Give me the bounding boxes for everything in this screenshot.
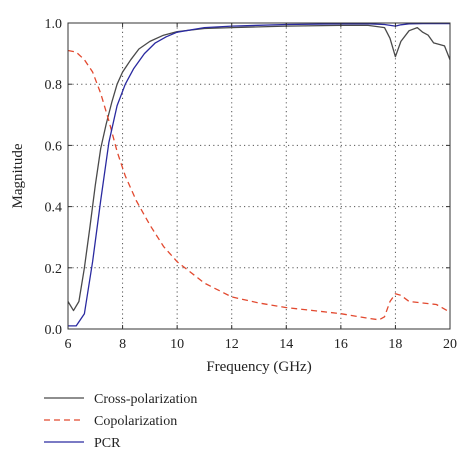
y-tick-label: 0.2 bbox=[45, 262, 63, 277]
series-line-pcr bbox=[68, 22, 450, 327]
legend-label: PCR bbox=[94, 436, 121, 451]
series-layer bbox=[67, 22, 451, 327]
x-tick-label: 20 bbox=[443, 337, 457, 352]
y-tick-label: 0.0 bbox=[45, 323, 63, 338]
y-tick-label: 0.4 bbox=[45, 201, 63, 216]
y-tick-label: 0.6 bbox=[45, 139, 63, 154]
x-tick-label: 8 bbox=[119, 337, 126, 352]
x-tick-label: 18 bbox=[388, 337, 402, 352]
x-tick-label: 12 bbox=[225, 337, 239, 352]
y-tick-label: 0.8 bbox=[45, 78, 63, 93]
series-line-cross-polarization bbox=[67, 24, 451, 312]
x-tick-label: 6 bbox=[65, 337, 72, 352]
x-tick-label: 10 bbox=[170, 337, 184, 352]
x-axis-title: Frequency (GHz) bbox=[206, 359, 311, 375]
legend-label: Copolarization bbox=[94, 414, 177, 429]
x-tick-label: 14 bbox=[279, 337, 293, 352]
y-tick-label: 1.0 bbox=[45, 17, 63, 32]
series-line-copolarization bbox=[67, 49, 451, 321]
axis-ticks: 6 8 10 12 14 16 18 20 0.0 0.2 0.4 0.6 0.8 1.0 bbox=[45, 17, 458, 352]
legend-label: Cross-polarization bbox=[94, 392, 197, 407]
y-axis-title: Magnitude bbox=[10, 143, 26, 208]
plot-frame bbox=[67, 22, 451, 330]
legend: Cross-polarization Copolarization PCR bbox=[44, 392, 197, 451]
x-tick-label: 16 bbox=[334, 337, 348, 352]
